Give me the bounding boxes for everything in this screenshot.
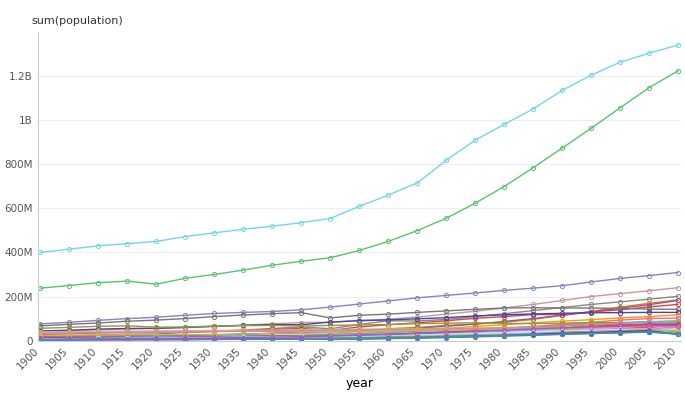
Text: sum(population): sum(population) [31,16,123,26]
X-axis label: year: year [345,377,373,390]
